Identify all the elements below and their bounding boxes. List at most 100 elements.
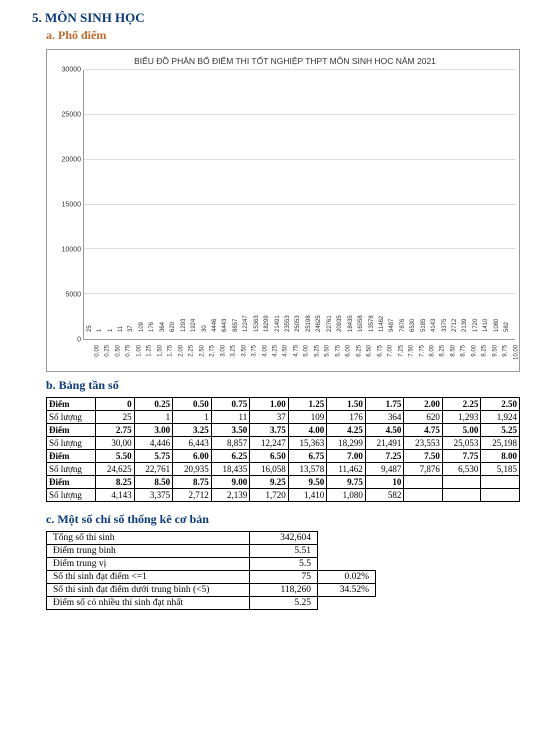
cell-score: 9.50	[288, 476, 327, 489]
cell-score: 6.50	[250, 450, 289, 463]
y-axis: 050001000015000200002500030000	[55, 70, 83, 340]
bar-value-label: 1293	[181, 319, 187, 332]
table-row: Tổng số thí sinh342,604	[47, 532, 376, 545]
cell-count: 4,143	[96, 489, 135, 502]
table-row: Điểm8.258.508.759.009.259.509.7510	[47, 476, 520, 489]
bar-value-label: 8857	[233, 319, 239, 332]
bar-value-label: 13578	[369, 315, 375, 332]
cell-score: 3.75	[250, 424, 289, 437]
bar-value-label: 11462	[379, 316, 385, 332]
cell-count	[404, 489, 443, 502]
table-row: Số thí sinh đạt điểm <=1750.02%	[47, 571, 376, 584]
y-tick: 30000	[62, 67, 81, 74]
stat-value: 342,604	[250, 532, 318, 545]
bar-value-label: 12247	[243, 315, 249, 332]
cell-count: 1,720	[250, 489, 289, 502]
cell-count: 1	[134, 411, 173, 424]
row-header: Điểm	[47, 450, 96, 463]
cell-count: 620	[404, 411, 443, 424]
cell-score: 7.25	[365, 450, 404, 463]
bar-value-label: 1	[108, 329, 114, 332]
cell-count: 7,876	[404, 463, 443, 476]
stat-label: Số thí sinh đạt điểm dưới trung bình (<5…	[47, 584, 250, 597]
cell-score: 0.50	[173, 398, 212, 411]
cell-score: 1.50	[327, 398, 366, 411]
bar-value-label: 25053	[295, 315, 301, 332]
cell-count: 20,935	[173, 463, 212, 476]
bar-value-label: 2139	[462, 319, 468, 332]
cell-score: 9.25	[250, 476, 289, 489]
table-row: Số lượng30,004,4466,4438,85712,24715,363…	[47, 437, 520, 450]
cell-count: 21,491	[365, 437, 404, 450]
bar-value-label: 364	[160, 322, 166, 332]
cell-count: 1	[173, 411, 212, 424]
cell-score	[481, 476, 520, 489]
table-row: Điểm2.753.003.253.503.754.004.254.504.75…	[47, 424, 520, 437]
cell-score: 8.00	[481, 450, 520, 463]
bar-value-label: 620	[170, 322, 176, 332]
bar-value-label: 21491	[275, 315, 281, 332]
bar-value-label: 6530	[410, 319, 416, 332]
stat-value: 5.5	[250, 558, 318, 571]
cell-count: 18,435	[211, 463, 250, 476]
cell-count: 13,578	[288, 463, 327, 476]
cell-count: 11,462	[327, 463, 366, 476]
page: 5. MÔN SINH HỌC a. Phổ điểm BIỂU ĐỒ PHÂN…	[0, 0, 548, 736]
cell-score: 9.75	[327, 476, 366, 489]
cell-score: 8.50	[134, 476, 173, 489]
bar-value-label: 1720	[473, 319, 479, 332]
cell-score: 5.25	[481, 424, 520, 437]
cell-count: 18,299	[327, 437, 366, 450]
cell-score: 4.25	[327, 424, 366, 437]
x-tick: 10.00	[513, 341, 539, 350]
stat-value: 118,260	[250, 584, 318, 597]
y-tick: 5000	[65, 292, 81, 299]
row-header: Số lượng	[47, 489, 96, 502]
subheading-c: c. Một số chỉ số thống kê cơ bản	[46, 512, 520, 527]
cell-count: 9,487	[365, 463, 404, 476]
cell-count: 24,625	[96, 463, 135, 476]
row-header: Điểm	[47, 476, 96, 489]
gridline	[84, 293, 515, 294]
cell-count: 1,410	[288, 489, 327, 502]
bar-value-label: 2712	[452, 319, 458, 332]
chart-container: BIỂU ĐỒ PHÂN BỐ ĐIỂM THI TỐT NGHIỆP THPT…	[46, 49, 520, 372]
bar-value-label: 1	[97, 329, 103, 332]
cell-count: 22,761	[134, 463, 173, 476]
cell-score: 2.25	[442, 398, 481, 411]
bar-value-label: 4143	[431, 319, 437, 332]
bar-value-label: 20935	[337, 315, 343, 332]
bar-value-label: 582	[504, 322, 510, 332]
cell-score: 3.25	[173, 424, 212, 437]
stat-label: Điểm trung bình	[47, 545, 250, 558]
row-header: Số lượng	[47, 437, 96, 450]
stat-label: Điểm trung vị	[47, 558, 250, 571]
frequency-table: Điểm00.250.500.751.001.251.501.752.002.2…	[46, 397, 520, 502]
y-tick: 20000	[62, 157, 81, 164]
x-axis: 0.000.250.500.751.001.251.501.752.002.25…	[83, 341, 515, 367]
stat-pct: 34.52%	[318, 584, 376, 597]
cell-score: 3.50	[211, 424, 250, 437]
bar-value-label: 30	[202, 325, 208, 332]
cell-score: 3.00	[134, 424, 173, 437]
bar-value-label: 9487	[389, 319, 395, 332]
chart-title: BIỂU ĐỒ PHÂN BỐ ĐIỂM THI TỐT NGHIỆP THPT…	[55, 56, 515, 66]
bar-value-label: 109	[139, 322, 145, 332]
cell-count	[442, 489, 481, 502]
bar-value-label: 18299	[264, 315, 270, 332]
stat-pct: 0.02%	[318, 571, 376, 584]
table-row: Điểm00.250.500.751.001.251.501.752.002.2…	[47, 398, 520, 411]
cell-count: 23,553	[404, 437, 443, 450]
cell-count: 2,712	[173, 489, 212, 502]
cell-score: 7.50	[404, 450, 443, 463]
table-row: Điểm5.505.756.006.256.506.757.007.257.50…	[47, 450, 520, 463]
cell-score: 0	[96, 398, 135, 411]
gridline	[84, 248, 515, 249]
bar-value-label: 176	[149, 322, 155, 332]
bar-value-label: 4446	[212, 319, 218, 332]
bar-value-label: 25	[87, 325, 93, 332]
cell-count: 8,857	[211, 437, 250, 450]
stat-label: Tổng số thí sinh	[47, 532, 250, 545]
cell-count: 16,058	[250, 463, 289, 476]
cell-score: 1.25	[288, 398, 327, 411]
